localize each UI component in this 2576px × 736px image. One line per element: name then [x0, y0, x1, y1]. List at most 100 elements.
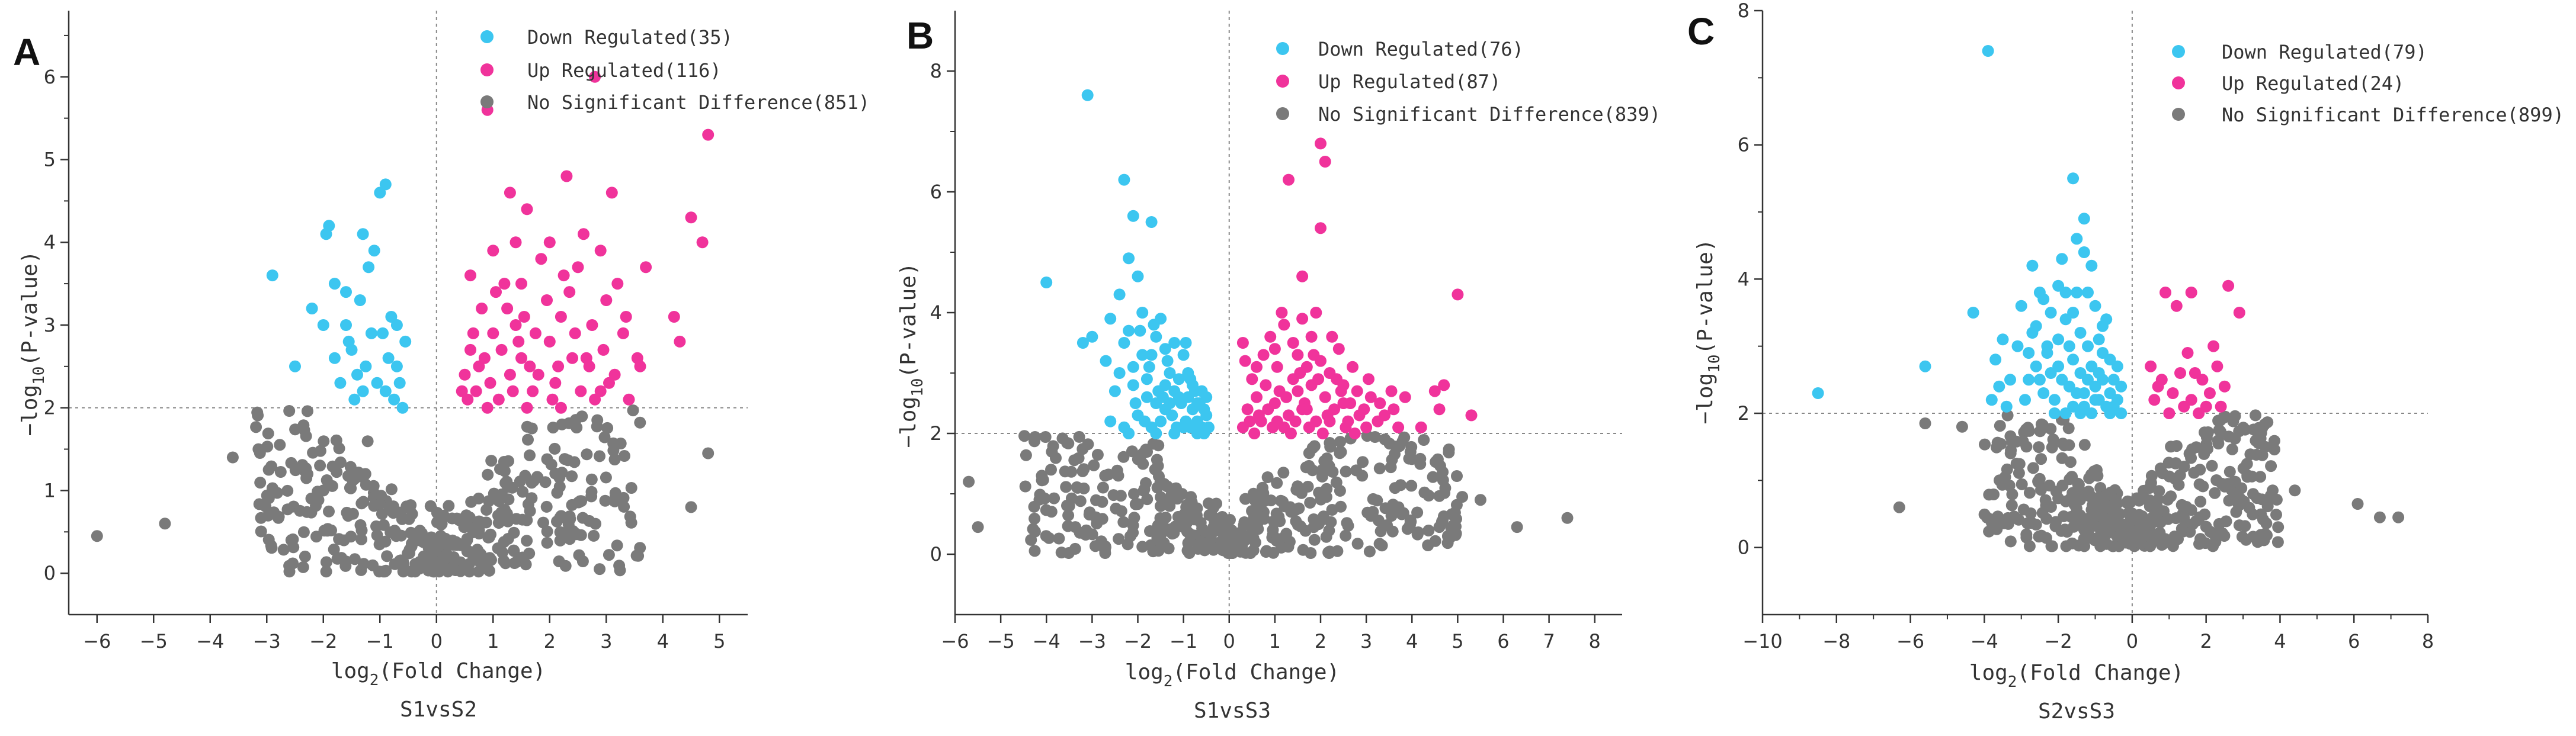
point-ns-a	[283, 405, 296, 417]
point-up-c	[2167, 387, 2179, 399]
point-up-a	[464, 269, 476, 282]
comparison-label-b: S1vsS3	[1194, 699, 1271, 723]
point-down-b	[1203, 421, 1215, 433]
point-ns-a	[498, 465, 511, 477]
point-up-c	[2200, 400, 2212, 413]
x-tick-label-c: −10	[1742, 630, 1783, 653]
point-ns-c	[2016, 478, 2028, 490]
point-down-c	[2019, 394, 2031, 406]
point-ns-a	[562, 518, 575, 531]
point-down-a	[342, 335, 355, 348]
point-ns-a	[618, 500, 630, 513]
point-ns-a	[702, 447, 715, 459]
point-down-c	[2074, 367, 2087, 379]
point-ns-a	[465, 496, 478, 508]
point-down-b	[1086, 330, 1098, 343]
x-tick-label-c: −2	[2045, 630, 2072, 653]
point-up-a	[620, 311, 632, 323]
point-down-b	[1156, 391, 1169, 403]
point-ns-b	[1113, 533, 1125, 545]
point-up-b	[1385, 385, 1398, 397]
point-down-c	[2078, 213, 2090, 225]
point-up-b	[1251, 361, 1263, 373]
point-ns-a	[499, 557, 512, 570]
x-tick-label-c: 4	[2274, 630, 2286, 653]
point-ns-c	[2154, 516, 2166, 528]
point-ns-a	[414, 556, 426, 568]
point-ns-a	[566, 470, 578, 483]
point-up-a	[459, 368, 471, 381]
point-down-c	[2115, 407, 2128, 419]
y-tick-label-c: 4	[1738, 268, 1750, 290]
point-down-b	[1123, 324, 1135, 337]
point-ns-b	[1305, 547, 1317, 559]
point-ns-b	[1374, 525, 1387, 538]
point-down-c	[1993, 380, 2005, 393]
point-ns-a	[277, 544, 290, 556]
point-up-a	[473, 360, 485, 372]
point-up-a	[668, 311, 680, 323]
point-ns-a	[540, 500, 553, 513]
point-ns-c	[2165, 490, 2177, 503]
point-ns-a	[334, 456, 347, 468]
point-up-b	[1260, 379, 1272, 391]
panel-label-a: A	[13, 31, 40, 73]
point-ns-c	[2033, 441, 2045, 454]
point-ns-c	[2013, 458, 2026, 470]
y-tick-label-a: 5	[44, 149, 56, 171]
point-ns-a	[594, 450, 605, 462]
point-ns-c	[1919, 417, 1931, 429]
point-ns-c	[2175, 523, 2188, 535]
point-ns-b	[1335, 500, 1347, 513]
point-up-a	[490, 286, 502, 298]
point-up-b	[1283, 173, 1295, 186]
point-up-b	[1271, 415, 1283, 428]
point-up-b	[1319, 156, 1331, 168]
point-ns-c	[2207, 528, 2220, 541]
point-ns-b	[1437, 466, 1449, 478]
point-ns-b	[1411, 506, 1424, 519]
point-down-c	[2085, 259, 2098, 272]
point-ns-c	[2250, 409, 2261, 422]
point-down-b	[1143, 361, 1155, 373]
point-ns-a	[377, 565, 389, 578]
point-down-a	[390, 360, 403, 372]
point-down-c	[2104, 353, 2116, 366]
point-up-a	[498, 278, 511, 290]
point-ns-c	[2145, 477, 2157, 489]
point-ns-c	[2165, 441, 2177, 453]
point-ns-a	[435, 518, 448, 530]
point-up-c	[2160, 287, 2171, 298]
point-up-c	[2207, 340, 2220, 352]
y-axis-title-b: −log10(P-value)	[896, 262, 927, 448]
point-up-b	[1278, 319, 1290, 331]
point-down-c	[2089, 300, 2101, 312]
point-ns-b	[1259, 494, 1271, 507]
point-ns-a	[274, 466, 287, 478]
y-tick-label-b: 8	[930, 60, 942, 82]
point-ns-c	[2163, 470, 2175, 483]
point-down-b	[1148, 319, 1160, 331]
point-ns-b	[1029, 525, 1041, 538]
point-ns-a	[330, 434, 342, 446]
point-ns-a	[526, 477, 538, 489]
point-ns-a	[478, 562, 490, 574]
point-ns-a	[318, 435, 330, 448]
point-ns-b	[1099, 547, 1111, 559]
point-ns-a	[446, 512, 459, 525]
point-ns-a	[389, 558, 401, 570]
point-up-b	[1321, 409, 1334, 422]
point-ns-c	[2250, 433, 2263, 446]
point-ns-c	[2153, 485, 2165, 497]
legend-marker-down-b	[1276, 42, 1289, 55]
point-up-c	[2148, 394, 2161, 406]
point-ns-b	[1308, 533, 1321, 546]
legend-marker-up-a	[480, 63, 494, 76]
point-ns-b	[1340, 465, 1352, 478]
point-down-a	[388, 393, 401, 406]
comparison-label-c: S2vsS3	[2038, 699, 2115, 724]
point-up-b	[1372, 415, 1384, 428]
x-tick-label-a: 4	[657, 630, 669, 653]
point-ns-c	[2289, 484, 2301, 497]
y-tick-label-b: 4	[930, 301, 942, 324]
